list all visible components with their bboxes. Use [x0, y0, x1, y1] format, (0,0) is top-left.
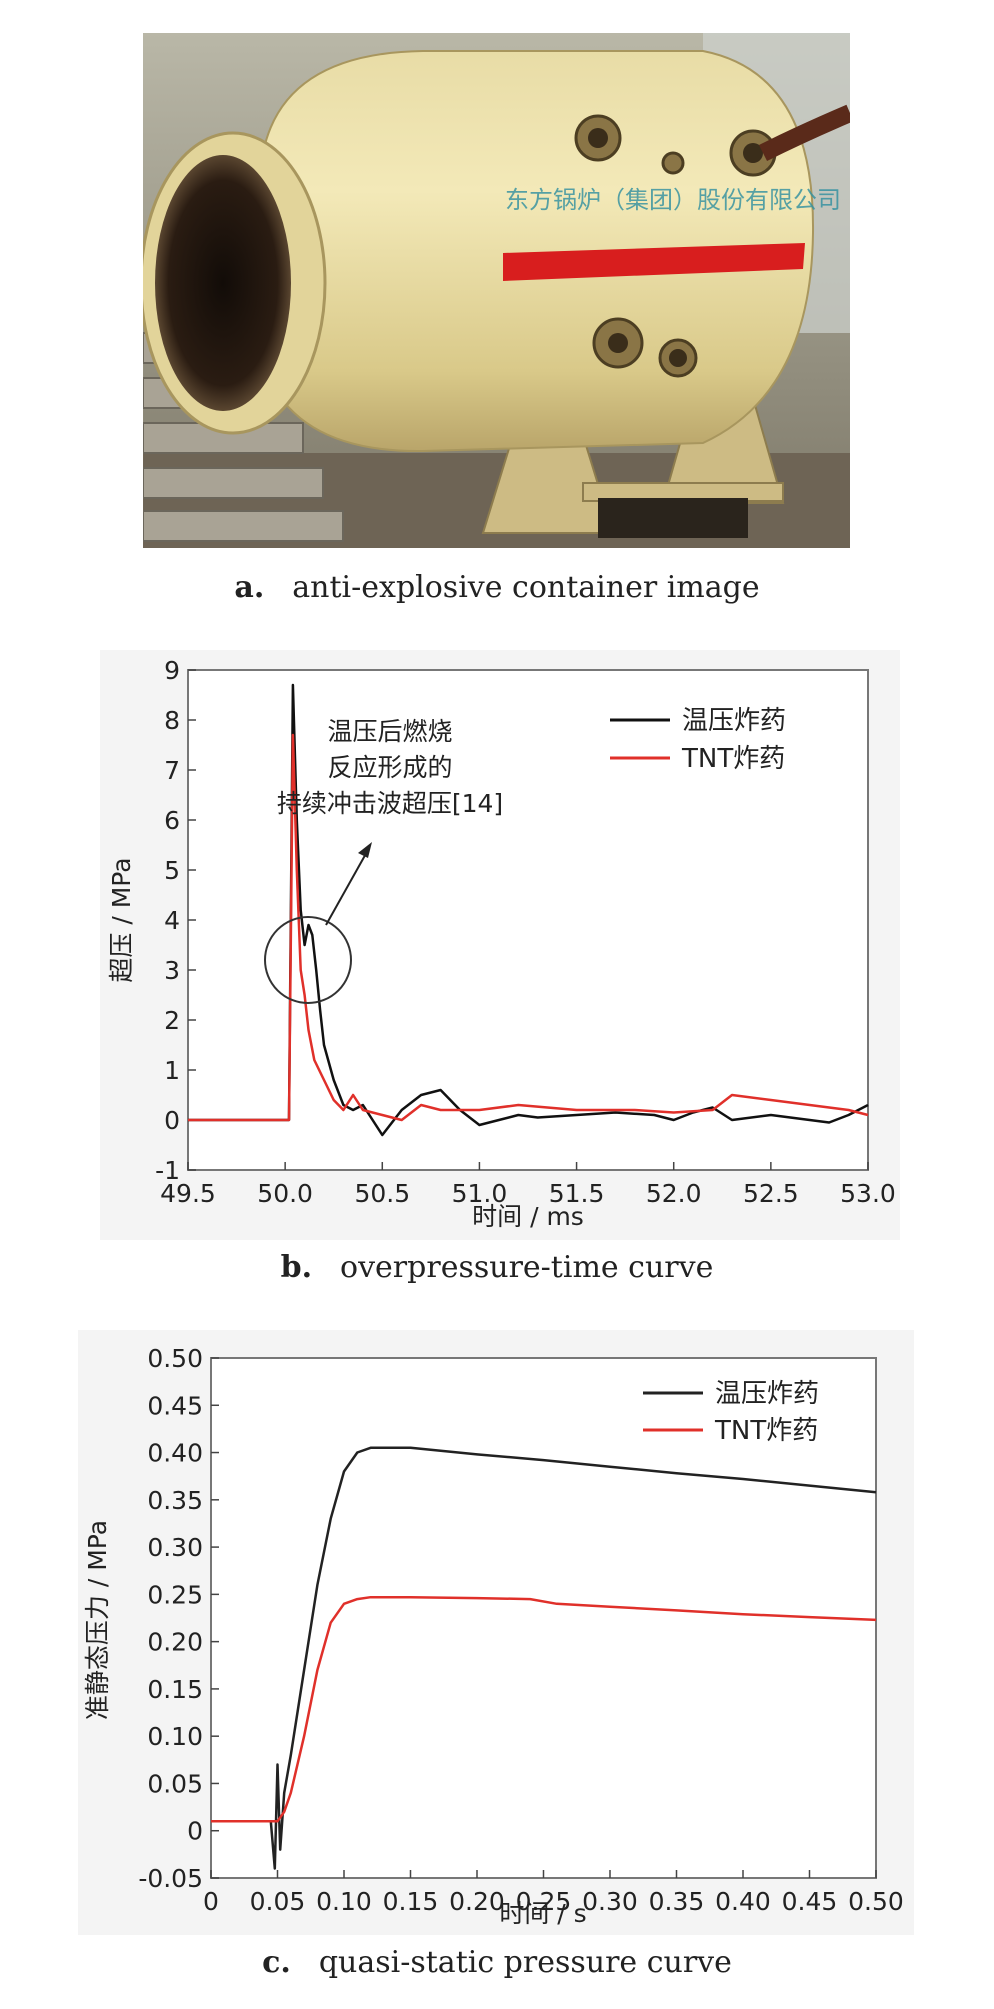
caption-c-label: c. [262, 1945, 291, 1980]
caption-a: a. anti-explosive container image [0, 570, 994, 605]
chart-c-x-tick-label: 0.45 [782, 1887, 838, 1916]
chart-b-y-tick-label: 8 [164, 706, 180, 735]
chart-c-y-tick-label: 0.40 [147, 1439, 203, 1468]
caption-b: b. overpressure-time curve [0, 1250, 994, 1285]
chart-c-y-tick-label: 0.30 [147, 1533, 203, 1562]
chart-b-x-tick-label: 50.5 [354, 1179, 410, 1208]
chart-c-x-tick-label: 0.05 [250, 1887, 306, 1916]
chart-c-y-tick-label: 0.20 [147, 1628, 203, 1657]
caption-b-label: b. [280, 1250, 313, 1285]
chart-b-y-tick-label: 2 [164, 1006, 180, 1035]
caption-c: c. quasi-static pressure curve [0, 1945, 994, 1980]
y-axis-label-b: 超压 / MPa [107, 857, 136, 982]
chart-c-x-tick-label: 0.25 [516, 1887, 572, 1916]
chart-b-x-tick-label: 52.0 [646, 1179, 702, 1208]
chart-c-x-tick-label: 0 [203, 1887, 219, 1916]
annotation-line-1: 温压后燃烧 [327, 717, 452, 746]
container-photo: 东方锅炉（集团）股份有限公司 [143, 33, 850, 548]
chart-b-x-tick-label: 50.0 [257, 1179, 313, 1208]
legend-c-label-1: 温压炸药 [715, 1379, 819, 1409]
chart-b-series-line-2 [188, 733, 869, 1122]
chart-c-y-tick-label: -0.05 [138, 1864, 203, 1893]
chart-c-y-tick-label: 0.15 [147, 1675, 203, 1704]
chart-b-y-tick-label: 7 [164, 756, 180, 785]
chart-b-y-tick-label: 9 [164, 656, 180, 685]
quasi-static-chart: 0 0.05 0.10 0.15 0.20 0.25 0.30 0.35 0.40 0.45 0.5… [78, 1330, 914, 1935]
chart-c-x-tick-label: 0.15 [383, 1887, 439, 1916]
chart-c-y-tick-label: 0.05 [147, 1769, 203, 1798]
nameplate-text: 东方锅炉（集团）股份有限公司 [505, 186, 841, 214]
chart-b-y-tick-label: 1 [164, 1056, 180, 1085]
chart-c-y-tick-label: 0.50 [147, 1344, 203, 1373]
chart-c-x-tick-label: 0.35 [649, 1887, 705, 1916]
chart-c-y-tick-label: 0 [187, 1817, 203, 1846]
chart-b-y-tick-label: 0 [164, 1106, 180, 1135]
chart-c-y-tick-label: 0.35 [147, 1486, 203, 1515]
y-axis-label-c: 准静态压力 / MPa [83, 1520, 112, 1720]
annotation-line-2: 反应形成的 [327, 753, 452, 782]
legend-b-label-2: TNT炸药 [681, 744, 785, 774]
chart-b-y-tick-label: -1 [155, 1156, 180, 1185]
x-axis-label-c: 时间 / s [499, 1899, 586, 1928]
caption-a-label: a. [234, 570, 265, 605]
chart-b-series-line-1 [188, 683, 869, 1137]
chart-c-series-line-1 [211, 1446, 877, 1870]
annotation-line-3: 持续冲击波超压[14] [277, 789, 503, 818]
chart-c-x-tick-label: 0.10 [316, 1887, 372, 1916]
annotation-circle [264, 916, 352, 1004]
overpressure-chart: 49.5 50.0 50.5 51.0 51.5 52.0 52.5 53.0 -1 0 1 2 3 4 5… [100, 650, 900, 1240]
chart-b-x-tick-label: 51.0 [452, 1179, 508, 1208]
chart-b-x-tick-label: 49.5 [160, 1179, 216, 1208]
annotation-arrow [325, 849, 369, 926]
chart-b-x-tick-label: 51.5 [549, 1179, 605, 1208]
x-axis-label-b: 时间 / ms [472, 1202, 584, 1231]
chart-c-x-tick-label: 0.20 [449, 1887, 505, 1916]
chart-b-x-tick-label: 53.0 [840, 1179, 896, 1208]
chart-b-y-tick-label: 5 [164, 856, 180, 885]
legend-c-label-2: TNT炸药 [714, 1416, 818, 1446]
chart-b-y-tick-label: 3 [164, 956, 180, 985]
chart-b-y-tick-label: 6 [164, 806, 180, 835]
chart-c-x-tick-label: 0.40 [715, 1887, 771, 1916]
chart-c-y-tick-label: 0.10 [147, 1722, 203, 1751]
chart-c-x-tick-label: 0.30 [582, 1887, 638, 1916]
chart-b-x-tick-label: 52.5 [743, 1179, 799, 1208]
legend-b-label-1: 温压炸药 [682, 706, 786, 736]
chart-b-y-tick-label: 4 [164, 906, 180, 935]
chart-c-y-tick-label: 0.25 [147, 1580, 203, 1609]
caption-c-text: quasi-static pressure curve [318, 1945, 732, 1980]
caption-a-text: anti-explosive container image [292, 570, 760, 605]
caption-b-text: overpressure-time curve [340, 1250, 714, 1285]
annotation-arrowhead [358, 842, 372, 858]
chart-c-y-tick-label: 0.45 [147, 1391, 203, 1420]
chart-c-x-tick-label: 0.50 [848, 1887, 904, 1916]
chart-c-plot-area [210, 1357, 877, 1879]
